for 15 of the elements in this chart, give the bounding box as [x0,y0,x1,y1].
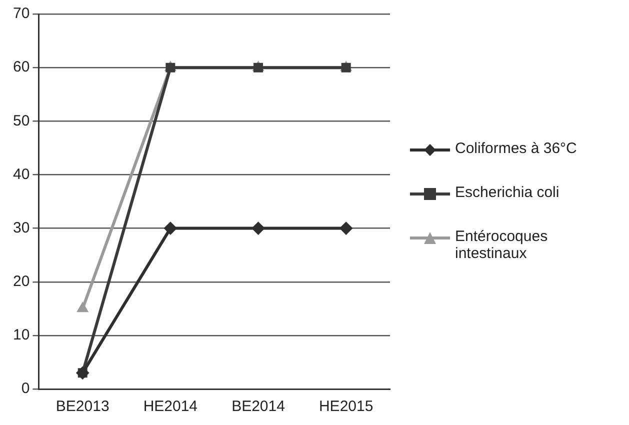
y-tick-label: 40 [12,166,30,183]
y-tick-label: 0 [21,380,30,398]
legend-label: Entérocoques intestinaux [455,228,549,262]
x-tick-label: BE2014 [232,398,285,416]
y-tick-label: 20 [12,273,30,290]
legend-label: Escherichia coli [455,184,560,201]
y-tick-label: 30 [12,219,30,236]
legend-label: Coliformes à 36°C [455,140,577,157]
y-tick-label: 70 [12,5,30,22]
y-tick-label: 10 [12,326,30,344]
y-tick-label: 50 [12,112,30,130]
y-tick-label: 60 [12,58,30,76]
x-tick-label: HE2014 [143,398,198,416]
x-tick-label: HE2015 [318,398,374,416]
x-tick-label: BE2013 [56,398,110,416]
